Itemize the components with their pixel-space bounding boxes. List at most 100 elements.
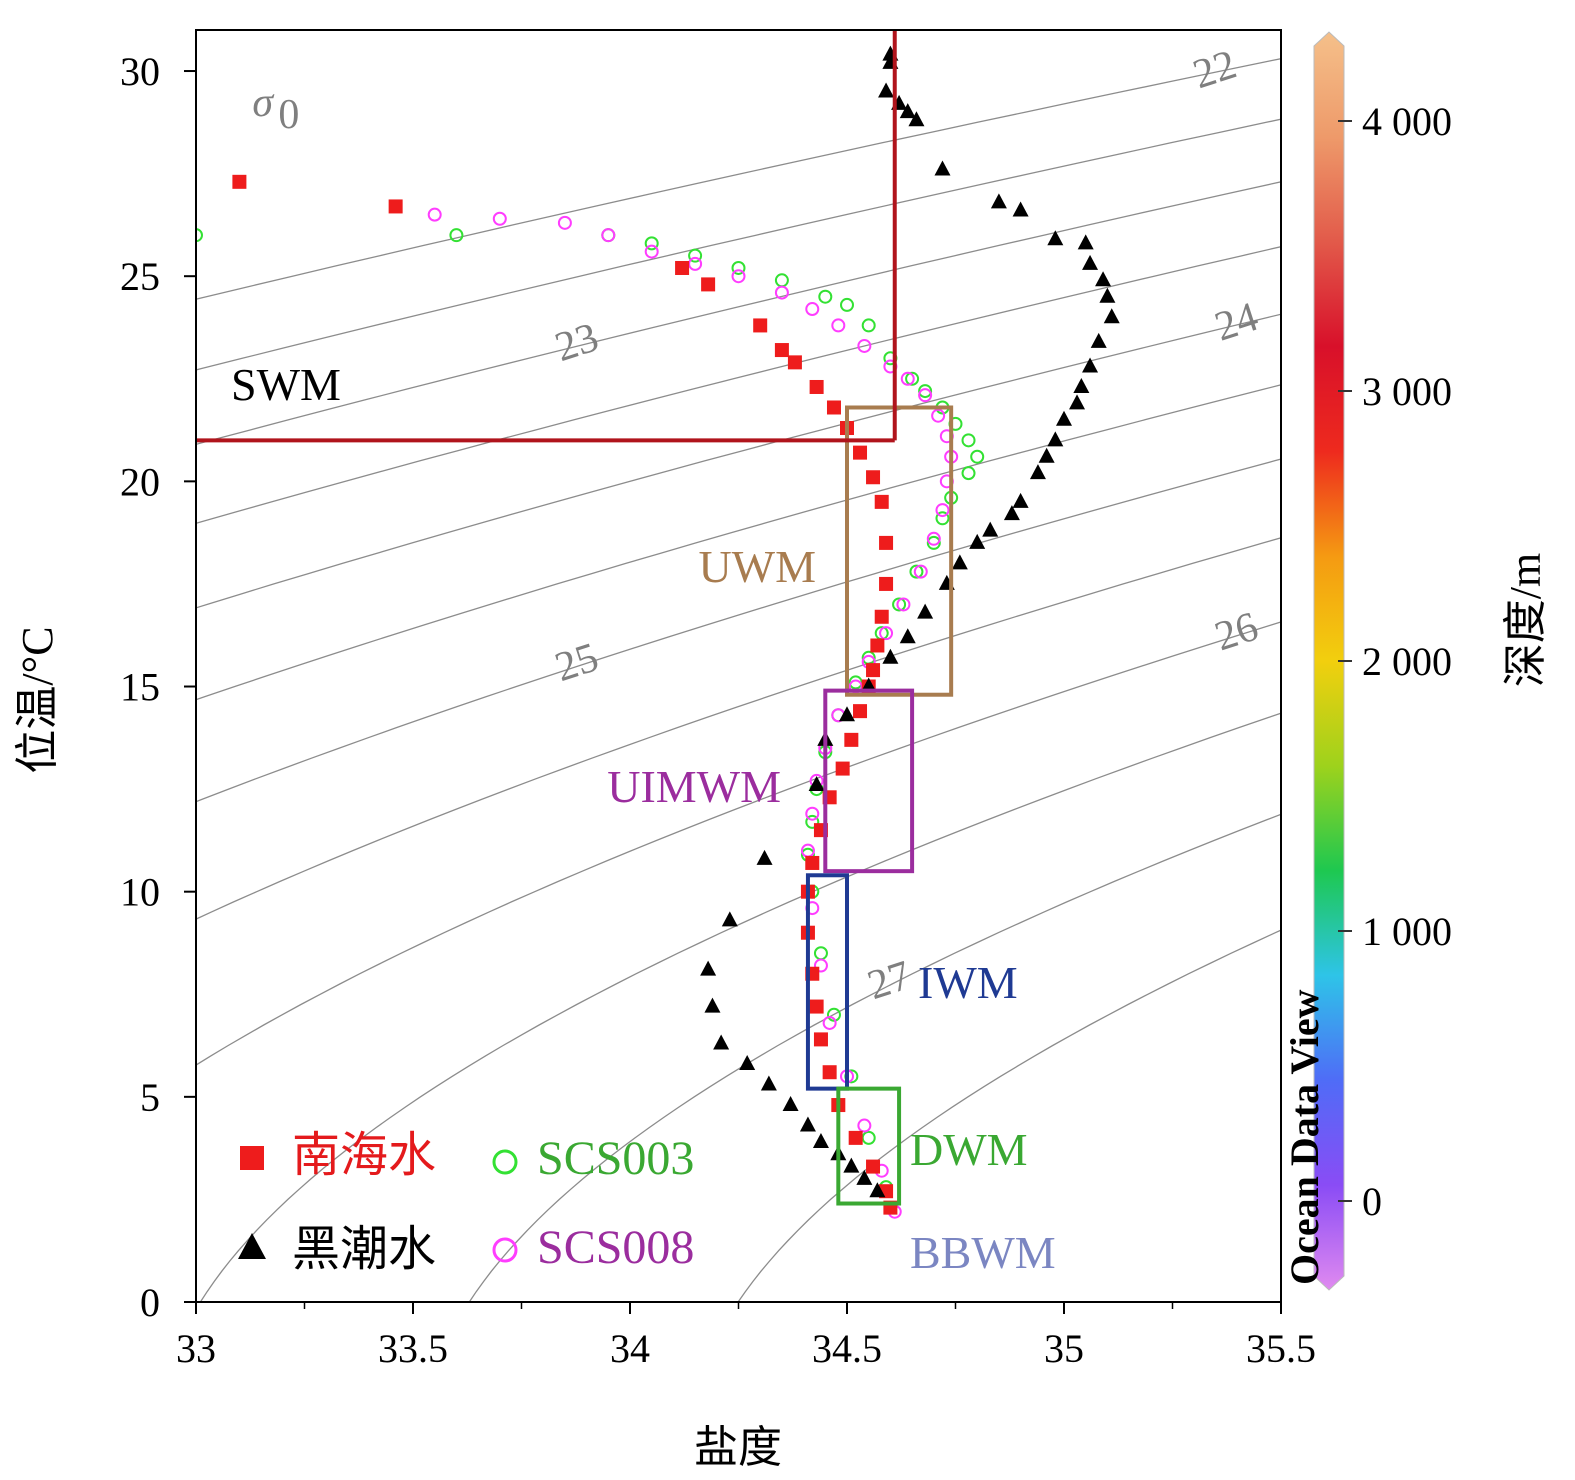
colorbar-tick-label: 1 000 [1362,909,1452,954]
data-point [1103,308,1120,324]
data-point [982,521,999,537]
data-point [492,211,507,226]
water-mass-label: UWM [698,541,816,592]
data-point [909,564,924,579]
water-mass-box [845,405,954,697]
water-mass-label: BBWM [910,1227,1056,1278]
data-point [388,199,403,214]
y-tick-label: 20 [120,459,160,504]
data-point [700,960,717,976]
colorbar-label: 深度/m [1501,553,1550,687]
data-point [861,1130,876,1145]
y-tick-label: 0 [140,1280,160,1325]
isopycnal-line [468,813,1281,1302]
data-point [1012,492,1029,508]
data-point [892,597,907,612]
data-point [1095,271,1112,287]
y-tick-label: 15 [120,665,160,710]
water-mass-label: SWM [231,359,341,410]
data-point [879,576,894,591]
data-point [701,277,716,292]
data-point [1073,377,1090,393]
isopycnal-label: 22 [1188,42,1242,99]
data-point [1003,505,1020,521]
series-黑潮水 [700,45,1120,1198]
data-point [774,273,789,288]
data-point [1069,394,1086,410]
data-point [822,1015,837,1030]
isopycnal-line [196,118,1281,371]
data-point [934,160,951,176]
data-point [961,466,976,481]
data-point [809,379,824,394]
data-point [774,285,789,300]
watermark-text: Ocean Data View [1282,989,1327,1285]
data-point [826,1007,841,1022]
data-point [739,1055,756,1071]
legend-label: SCS003 [537,1132,694,1185]
data-point [1056,410,1072,426]
data-point [675,260,690,275]
water-mass-box [823,688,915,874]
data-point [813,958,828,973]
data-point [848,1130,863,1145]
data-point [812,1132,829,1148]
water-mass-label: IWM [918,957,1018,1008]
y-tick-label: 10 [120,870,160,915]
data-point [427,207,442,222]
data-point [721,911,738,927]
data-point [805,806,820,821]
legend-label: SCS008 [537,1221,694,1274]
data-point [970,449,985,464]
data-point [835,761,850,776]
data-point [805,855,820,870]
data-point [918,384,933,399]
data-point [869,1182,886,1198]
isopycnal-label: 24 [1209,294,1263,351]
data-point [866,1159,881,1174]
x-tick-label: 35.5 [1246,1326,1316,1371]
data-point [826,400,841,415]
data-point [839,706,855,722]
data-point [874,494,889,509]
data-point [848,675,863,690]
data-point [774,343,789,358]
data-point [866,663,881,678]
legend-item: SCS003 [492,1132,694,1185]
data-point [1099,287,1116,303]
legend-label: 南海水 [292,1129,436,1182]
y-tick-label: 30 [120,49,160,94]
isopycnal-line [737,929,1281,1302]
y-axis-title: 位温/°C [13,626,62,773]
data-point [813,946,828,961]
data-point [805,302,820,317]
x-tick-label: 34 [610,1326,650,1371]
water-mass-box [805,873,850,1091]
data-point [756,849,773,865]
data-point [753,318,768,333]
data-point [913,564,928,579]
data-point [644,244,659,259]
data-point [449,228,464,243]
data-point [713,1034,730,1050]
legend-marker-triangle [238,1233,266,1259]
data-point [856,1169,873,1185]
data-point [688,248,703,263]
y-tick-label: 5 [140,1075,160,1120]
data-point [843,1157,860,1173]
data-point [935,511,950,526]
data-point [1082,357,1099,373]
data-point [1047,230,1064,246]
data-point [1077,234,1094,250]
data-point [870,638,885,653]
isopycnal-line [196,384,1281,701]
data-point [935,503,950,518]
x-tick-label: 33 [176,1326,216,1371]
isopycnal-label: 23 [550,314,604,371]
y-tick-label: 25 [120,254,160,299]
sigma-symbol: σ [252,80,275,126]
isopycnal-label: 25 [550,634,604,691]
data-point [926,535,941,550]
data-point [853,704,868,719]
